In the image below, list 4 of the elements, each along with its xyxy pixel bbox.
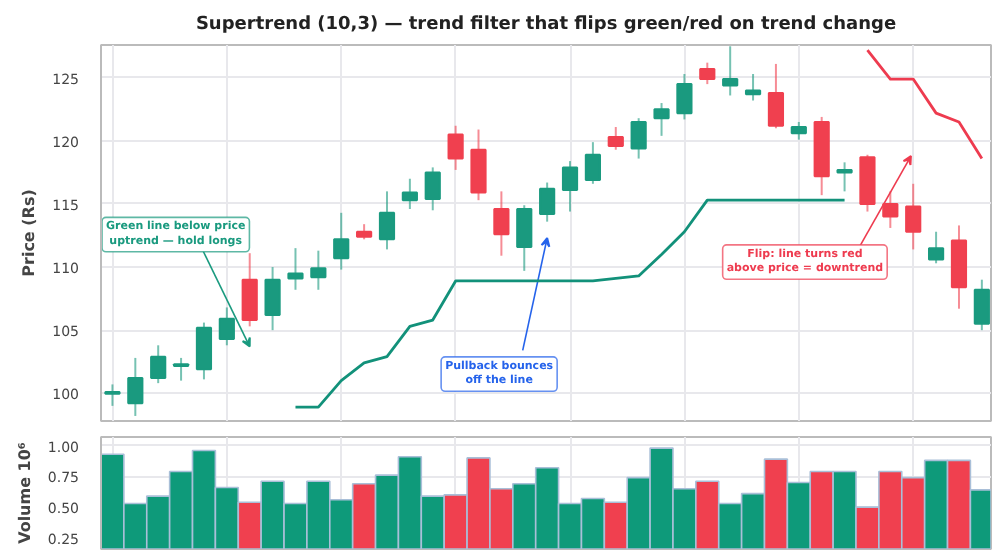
line-series bbox=[866, 48, 984, 160]
y-axis-title: Price (Rs) bbox=[20, 189, 39, 277]
y-axis-title: Volume 10⁶ bbox=[15, 441, 34, 544]
chart-title: Supertrend (10,3) — trend filter that flips green/red on trend change bbox=[195, 15, 897, 35]
